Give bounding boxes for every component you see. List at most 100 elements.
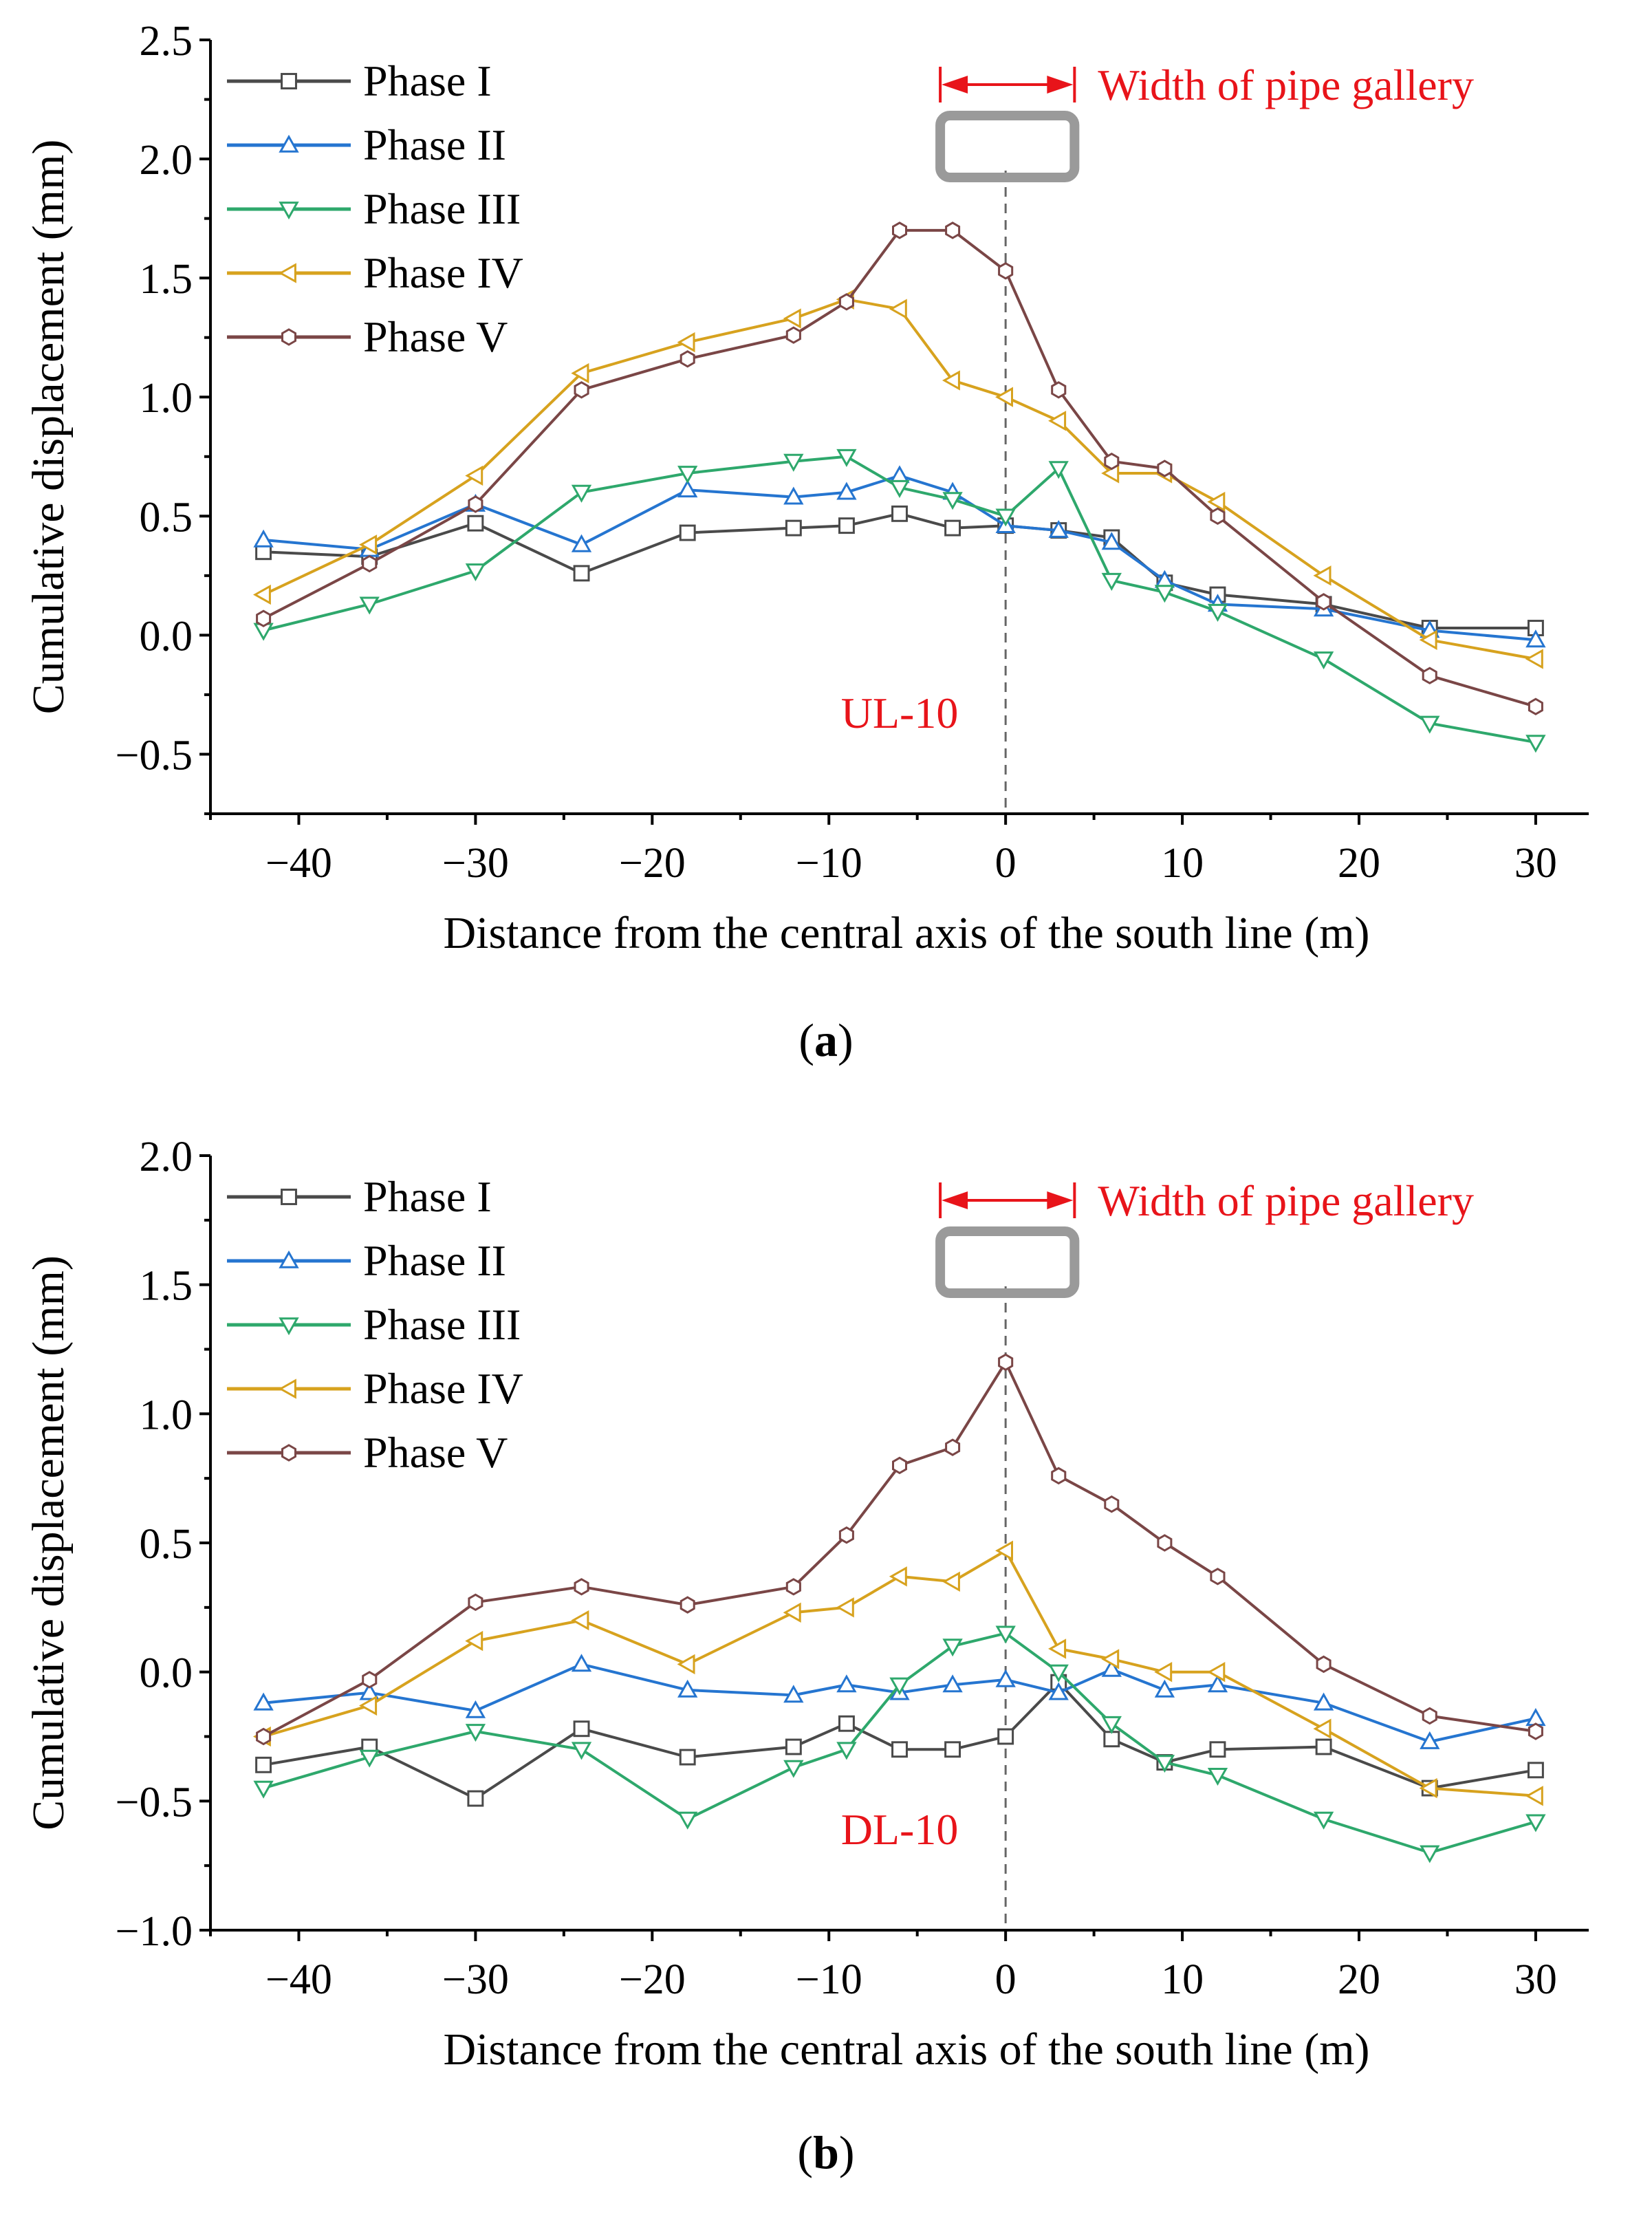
data-point bbox=[1154, 585, 1175, 603]
chart-panel-b: −1.0 −0.5 0.0 0.5 1.0 1.5 2.0 −40 −30 −20 −10 0 10 20… bbox=[23, 1134, 1589, 2178]
data-point bbox=[1210, 1568, 1226, 1586]
y-tick-label: 1.0 bbox=[140, 375, 193, 422]
data-point bbox=[836, 1597, 854, 1618]
data-point bbox=[574, 1578, 589, 1596]
data-point bbox=[998, 1353, 1014, 1372]
data-point bbox=[677, 1679, 698, 1698]
data-point bbox=[571, 1654, 592, 1672]
data-point bbox=[783, 453, 804, 472]
data-point bbox=[468, 495, 483, 513]
x-tick-label: 20 bbox=[1338, 1956, 1380, 2003]
data-point bbox=[677, 1811, 698, 1830]
data-point bbox=[838, 293, 854, 311]
data-point bbox=[465, 465, 483, 486]
data-point bbox=[1101, 1716, 1122, 1734]
data-point bbox=[1525, 1814, 1546, 1832]
series-phase-ii bbox=[253, 1654, 1546, 1749]
panel-label: (b) bbox=[797, 2126, 854, 2178]
x-axis-title: Distance from the central axis of the so… bbox=[443, 2024, 1369, 2075]
x-tick-label: −10 bbox=[796, 1956, 862, 2003]
data-point bbox=[889, 465, 910, 484]
legend-label: Phase V bbox=[363, 312, 508, 361]
data-point bbox=[783, 486, 804, 505]
data-point bbox=[1101, 1649, 1120, 1669]
data-point bbox=[1154, 1679, 1175, 1698]
data-point bbox=[571, 363, 589, 384]
data-point bbox=[1420, 1731, 1440, 1749]
data-point bbox=[1313, 1718, 1332, 1739]
series-phase-v bbox=[256, 1353, 1543, 1746]
series-phase-iv bbox=[252, 1540, 1543, 1806]
series-phase-v bbox=[256, 221, 1543, 715]
data-point bbox=[891, 1741, 908, 1758]
data-point bbox=[1103, 1731, 1120, 1748]
data-point bbox=[253, 1780, 274, 1799]
data-point bbox=[1419, 629, 1437, 650]
data-point bbox=[998, 262, 1014, 280]
data-point bbox=[1207, 491, 1226, 512]
y-tick-label: 1.5 bbox=[140, 1263, 193, 1310]
data-point bbox=[1313, 565, 1332, 586]
data-point bbox=[785, 1738, 802, 1755]
data-point bbox=[1101, 1658, 1122, 1677]
x-tick-label: 10 bbox=[1161, 840, 1204, 887]
data-point bbox=[256, 1727, 272, 1746]
data-point bbox=[892, 221, 907, 239]
data-point bbox=[1528, 1722, 1543, 1740]
data-point bbox=[359, 1749, 380, 1768]
data-point bbox=[889, 479, 910, 498]
data-point bbox=[571, 484, 592, 503]
legend-label: Phase I bbox=[363, 1172, 492, 1221]
legend-marker bbox=[279, 1317, 299, 1336]
data-point bbox=[680, 350, 695, 368]
data-point bbox=[945, 221, 961, 239]
data-point bbox=[1051, 1467, 1067, 1485]
data-point bbox=[995, 1540, 1013, 1561]
data-point bbox=[1048, 411, 1067, 431]
pipe-gallery-icon bbox=[935, 1226, 1080, 1298]
data-point bbox=[679, 524, 696, 541]
legend-label: Phase V bbox=[363, 1428, 508, 1477]
legend-label: Phase IV bbox=[363, 1364, 523, 1413]
data-point bbox=[997, 1728, 1014, 1745]
x-tick-label: 0 bbox=[995, 840, 1017, 887]
x-tick-label: 30 bbox=[1514, 1956, 1557, 2003]
data-point bbox=[1207, 1662, 1226, 1683]
legend-label: Phase I bbox=[363, 56, 492, 105]
data-point bbox=[467, 515, 484, 532]
legend-marker bbox=[279, 1250, 299, 1268]
data-point bbox=[359, 1682, 380, 1700]
data-point bbox=[838, 1526, 854, 1544]
series-phase-iii bbox=[253, 448, 1546, 753]
data-point bbox=[838, 1715, 855, 1732]
legend-marker bbox=[281, 73, 297, 89]
y-tick-label: 2.0 bbox=[140, 1134, 193, 1180]
data-point bbox=[944, 1741, 961, 1758]
x-tick-label: −30 bbox=[442, 840, 509, 887]
data-point bbox=[1525, 649, 1543, 669]
y-tick-label: 0.5 bbox=[140, 494, 193, 541]
data-point bbox=[1048, 461, 1069, 479]
series-phase-i bbox=[255, 505, 1544, 636]
data-point bbox=[836, 1742, 857, 1760]
data-point bbox=[785, 519, 802, 537]
data-point bbox=[1316, 1655, 1332, 1674]
y-tick-label: −1.0 bbox=[116, 1908, 193, 1955]
legend-marker bbox=[279, 134, 299, 153]
data-point bbox=[1525, 1786, 1543, 1806]
data-point bbox=[465, 1630, 483, 1652]
data-point bbox=[836, 448, 857, 467]
data-point bbox=[1420, 1845, 1440, 1863]
data-point bbox=[1313, 651, 1334, 670]
x-tick-label: 20 bbox=[1338, 840, 1380, 887]
section-annotation: UL-10 bbox=[841, 689, 959, 737]
y-tick-label: 0.0 bbox=[140, 613, 193, 660]
data-point bbox=[785, 326, 801, 344]
data-point bbox=[1048, 519, 1069, 538]
data-point bbox=[942, 1674, 963, 1693]
x-tick-label: −20 bbox=[619, 1956, 686, 2003]
legend-marker bbox=[281, 328, 296, 346]
data-point bbox=[677, 1654, 695, 1675]
data-point bbox=[1207, 1768, 1228, 1786]
gallery-width-label: Width of pipe gallery bbox=[1098, 61, 1474, 109]
